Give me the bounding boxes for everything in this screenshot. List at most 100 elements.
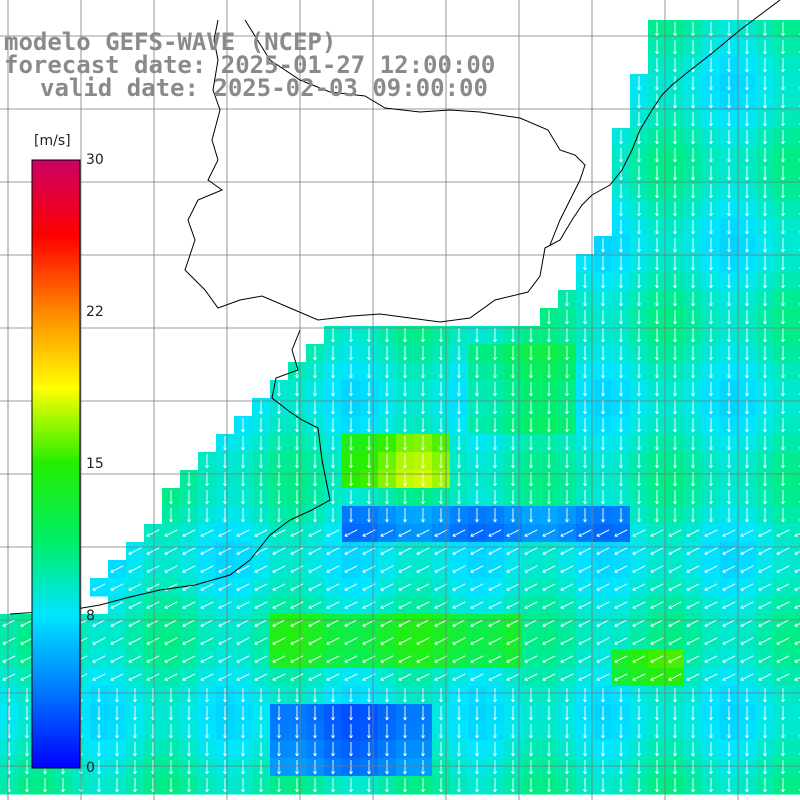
wind-arrow bbox=[313, 508, 317, 523]
wind-arrow bbox=[727, 346, 731, 361]
wind-arrow bbox=[655, 94, 659, 109]
wind-arrow bbox=[434, 673, 448, 681]
wind-arrow bbox=[673, 58, 677, 73]
wind-arrow bbox=[421, 688, 425, 703]
wind-arrow bbox=[709, 130, 713, 145]
wind-arrow bbox=[259, 688, 263, 703]
wind-arrow bbox=[668, 583, 682, 591]
wind-arrow bbox=[763, 706, 767, 721]
wind-arrow bbox=[583, 760, 587, 775]
wind-arrow bbox=[727, 274, 731, 289]
wind-arrow bbox=[236, 619, 250, 627]
coastline bbox=[184, 0, 781, 323]
wind-arrow bbox=[758, 601, 772, 609]
wind-arrow bbox=[367, 418, 371, 433]
wind-arrow bbox=[295, 760, 299, 775]
wind-arrow bbox=[272, 547, 286, 555]
wind-arrow bbox=[583, 274, 587, 289]
wind-arrow bbox=[488, 637, 502, 645]
wind-arrow bbox=[578, 529, 592, 537]
wind-arrow bbox=[475, 364, 479, 379]
wind-arrow bbox=[290, 583, 304, 591]
wind-arrow bbox=[637, 76, 641, 91]
wind-arrow bbox=[691, 508, 695, 523]
wind-arrow bbox=[488, 547, 502, 555]
wind-arrow bbox=[745, 706, 749, 721]
wind-arrow bbox=[637, 436, 641, 451]
wind-arrow bbox=[331, 706, 335, 721]
wind-arrow bbox=[398, 637, 412, 645]
wind-arrow bbox=[758, 547, 772, 555]
wind-arrow bbox=[331, 346, 335, 361]
wind-arrow bbox=[2, 673, 16, 681]
wind-arrow bbox=[403, 346, 407, 361]
wind-arrow bbox=[272, 655, 286, 663]
wind-arrow bbox=[457, 400, 461, 415]
wind-arrow bbox=[470, 655, 484, 663]
wind-arrow bbox=[745, 418, 749, 433]
wind-arrow bbox=[205, 508, 209, 523]
wind-arrow bbox=[673, 490, 677, 505]
wind-arrow bbox=[709, 184, 713, 199]
wind-arrow bbox=[367, 778, 371, 793]
wind-arrow bbox=[403, 490, 407, 505]
wind-arrow bbox=[452, 673, 466, 681]
wind-arrow bbox=[709, 418, 713, 433]
wind-arrow bbox=[25, 778, 29, 793]
wind-arrow bbox=[452, 565, 466, 573]
wind-arrow bbox=[493, 688, 497, 703]
wind-arrow bbox=[637, 760, 641, 775]
wind-arrow bbox=[385, 742, 389, 757]
wind-arrow bbox=[655, 490, 659, 505]
wind-arrow bbox=[727, 292, 731, 307]
wind-arrow bbox=[547, 490, 551, 505]
wind-arrow bbox=[655, 166, 659, 181]
wind-arrow bbox=[596, 655, 610, 663]
wind-arrow bbox=[601, 454, 605, 469]
wind-arrow bbox=[655, 436, 659, 451]
wind-arrow bbox=[169, 706, 173, 721]
wind-arrow bbox=[529, 688, 533, 703]
wind-arrow bbox=[385, 688, 389, 703]
wind-arrow bbox=[781, 724, 785, 739]
wind-arrow bbox=[367, 742, 371, 757]
wind-arrow bbox=[619, 238, 623, 253]
wind-arrow bbox=[403, 508, 407, 523]
wind-arrow bbox=[488, 565, 502, 573]
wind-arrow bbox=[434, 583, 448, 591]
wind-arrow bbox=[272, 673, 286, 681]
wind-arrow bbox=[470, 619, 484, 627]
wind-arrow bbox=[277, 400, 281, 415]
wind-arrow bbox=[547, 724, 551, 739]
wind-arrow bbox=[637, 148, 641, 163]
wind-arrow bbox=[668, 619, 682, 627]
wind-arrow bbox=[578, 637, 592, 645]
wind-arrow bbox=[421, 400, 425, 415]
wind-arrow bbox=[344, 619, 358, 627]
wind-arrow bbox=[439, 382, 443, 397]
wind-arrow bbox=[758, 673, 772, 681]
wind-arrow bbox=[781, 58, 785, 73]
wind-arrow bbox=[542, 601, 556, 609]
wind-arrow bbox=[115, 778, 119, 793]
wind-arrow bbox=[763, 76, 767, 91]
wind-arrow bbox=[781, 706, 785, 721]
wind-arrow bbox=[380, 655, 394, 663]
wind-cell bbox=[792, 650, 800, 669]
wind-arrow bbox=[565, 400, 569, 415]
wind-arrow bbox=[686, 565, 700, 573]
wind-arrow bbox=[655, 274, 659, 289]
wind-arrow bbox=[164, 601, 178, 609]
wind-arrow bbox=[367, 724, 371, 739]
wind-arrow bbox=[691, 742, 695, 757]
wind-arrow bbox=[367, 400, 371, 415]
wind-arrow bbox=[763, 292, 767, 307]
wind-arrow bbox=[655, 328, 659, 343]
wind-arrow bbox=[691, 724, 695, 739]
wind-arrow bbox=[511, 418, 515, 433]
wind-arrow bbox=[398, 583, 412, 591]
wind-arrow bbox=[637, 778, 641, 793]
wind-arrow bbox=[470, 601, 484, 609]
wind-arrow bbox=[187, 490, 191, 505]
